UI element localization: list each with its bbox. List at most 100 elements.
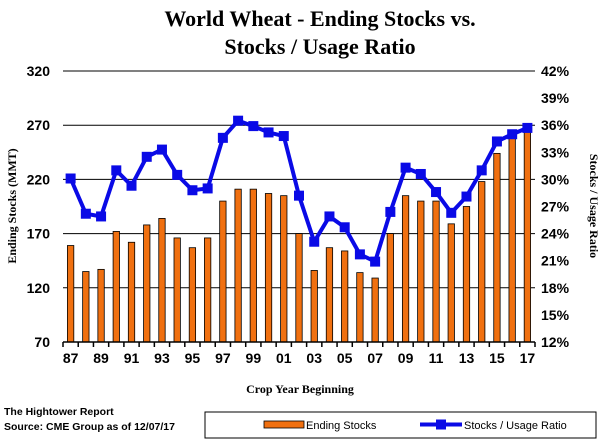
bar-ending-stocks-11 (432, 200, 440, 343)
marker-ratio-97 (217, 132, 228, 143)
marker-ratio-06 (354, 249, 365, 260)
bar-ending-stocks-94 (173, 237, 181, 343)
marker-ratio-03 (309, 236, 320, 247)
marker-ratio-98 (233, 115, 244, 126)
chart-title-line1: World Wheat - Ending Stocks vs. (164, 6, 475, 31)
bar-ending-stocks-08 (386, 233, 394, 343)
x-tick-label: 07 (367, 350, 383, 366)
marker-ratio-08 (385, 206, 396, 217)
y2-tick-label: 42% (541, 63, 570, 79)
source-line-2: Source: CME Group as of 12/07/17 (4, 421, 175, 433)
bar-ending-stocks-00 (264, 193, 273, 343)
bar-ending-stocks-87 (67, 245, 75, 343)
y2-tick-label: 39% (541, 90, 570, 106)
bar-ending-stocks-97 (219, 200, 227, 343)
y2-axis-label: Stocks / Usage Ratio (587, 154, 601, 258)
x-tick-label: 09 (398, 350, 414, 366)
y2-tick-label: 27% (541, 199, 570, 215)
bar-ending-stocks-91 (127, 241, 136, 343)
marker-ratio-15 (491, 136, 502, 147)
bar-ending-stocks-93 (158, 218, 166, 343)
x-tick-label: 05 (337, 350, 353, 366)
marker-ratio-10 (415, 168, 426, 179)
x-tick-label: 17 (520, 350, 536, 366)
marker-ratio-09 (400, 162, 411, 173)
marker-ratio-87 (65, 173, 76, 184)
marker-ratio-88 (80, 208, 91, 219)
source-line-1: The Hightower Report (4, 406, 114, 418)
marker-ratio-16 (507, 129, 518, 140)
y-tick-label: 220 (27, 171, 51, 187)
marker-ratio-95 (187, 185, 198, 196)
x-tick-label: 95 (185, 350, 201, 366)
marker-ratio-05 (339, 222, 350, 233)
y2-tick-label: 24% (541, 226, 570, 242)
bar-ending-stocks-98 (234, 188, 242, 343)
bar-ending-stocks-01 (280, 195, 288, 343)
marker-ratio-90 (111, 165, 122, 176)
x-tick-label: 97 (215, 350, 231, 366)
bar-ending-stocks-09 (401, 195, 410, 343)
bar-ending-stocks-90 (112, 231, 120, 343)
chart-title-line2: Stocks / Usage Ratio (224, 34, 415, 59)
bar-ending-stocks-99 (249, 188, 257, 343)
legend-swatch-marker (436, 419, 446, 430)
x-tick-label: 89 (93, 350, 109, 366)
x-tick-label: 91 (124, 350, 140, 366)
legend-label-ending-stocks: Ending Stocks (306, 420, 377, 432)
marker-ratio-02 (294, 190, 304, 201)
bar-ending-stocks-13 (462, 206, 471, 343)
marker-ratio-11 (431, 187, 442, 198)
marker-ratio-00 (263, 127, 274, 138)
x-tick-label: 03 (306, 350, 322, 366)
legend-label-ratio: Stocks / Usage Ratio (464, 420, 567, 432)
y2-tick-label: 15% (541, 307, 570, 323)
marker-ratio-07 (370, 256, 381, 267)
marker-ratio-14 (476, 165, 487, 176)
marker-ratio-91 (126, 180, 137, 191)
marker-ratio-92 (141, 151, 152, 162)
marker-ratio-17 (522, 122, 533, 133)
bar-ending-stocks-14 (478, 181, 486, 343)
bar-ending-stocks-05 (341, 250, 349, 343)
bar-ending-stocks-88 (82, 271, 90, 343)
bar-ending-stocks-10 (417, 200, 425, 343)
marker-ratio-12 (446, 207, 457, 218)
y-axis-label: Ending Stocks (MMT) (5, 148, 19, 263)
x-tick-label: 87 (63, 350, 79, 366)
x-tick-label: 13 (459, 350, 475, 366)
y-tick-label: 170 (27, 226, 51, 242)
x-tick-label: 01 (276, 350, 292, 366)
y-tick-label: 120 (27, 280, 51, 296)
marker-ratio-01 (278, 131, 289, 142)
bar-ending-stocks-04 (325, 247, 334, 343)
x-tick-label: 11 (429, 350, 444, 366)
marker-ratio-89 (96, 211, 107, 222)
y2-tick-label: 36% (541, 117, 570, 133)
marker-ratio-04 (324, 211, 335, 222)
marker-ratio-99 (248, 121, 259, 132)
y2-tick-label: 18% (541, 280, 570, 296)
bar-ending-stocks-07 (371, 277, 379, 343)
bar-ending-stocks-17 (523, 130, 531, 343)
y-tick-label: 270 (27, 117, 51, 133)
y-tick-label: 320 (27, 63, 51, 79)
x-tick-label: 93 (154, 350, 170, 366)
y2-tick-label: 12% (541, 334, 570, 350)
bar-ending-stocks-12 (447, 223, 455, 343)
marker-ratio-94 (172, 169, 183, 180)
x-tick-label: 99 (246, 350, 262, 366)
legend-swatch-ending-stocks (263, 420, 305, 429)
bar-ending-stocks-92 (143, 224, 151, 343)
bar-ending-stocks-02 (295, 233, 303, 343)
bar-ending-stocks-95 (188, 247, 197, 343)
marker-ratio-93 (156, 144, 167, 155)
x-tick-label: 15 (489, 350, 505, 366)
marker-ratio-13 (461, 191, 472, 202)
y2-tick-label: 30% (541, 171, 570, 187)
x-axis-label: Crop Year Beginning (246, 382, 354, 396)
y2-tick-label: 21% (541, 253, 570, 269)
bar-ending-stocks-06 (356, 272, 364, 343)
legend: Ending Stocks Stocks / Usage Ratio (204, 411, 597, 439)
